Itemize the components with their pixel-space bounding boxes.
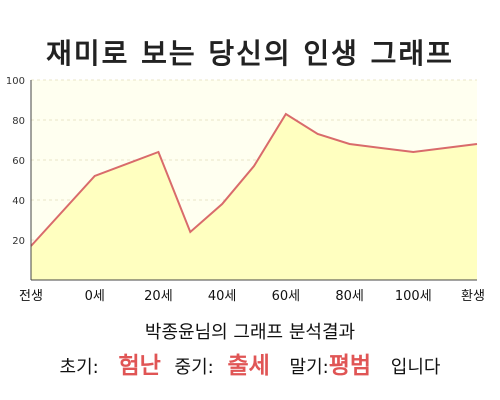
mid-value: 출세 <box>227 353 270 379</box>
analysis-summary: 박종윤님의 그래프 분석결과 <box>144 322 356 343</box>
x-tick-label: 60세 <box>272 289 301 304</box>
mid-label: 중기: <box>174 357 214 378</box>
y-tick-labels: 20 40 60 80 100 <box>6 76 25 247</box>
y-tick-label: 40 <box>12 196 25 207</box>
x-tick-label: 20세 <box>144 289 173 304</box>
x-tick-label: 환생 <box>461 289 485 304</box>
x-tick-label: 80세 <box>335 289 364 304</box>
x-tick-label: 40세 <box>208 289 237 304</box>
early-value: 험난 <box>118 353 161 379</box>
life-area <box>31 114 477 280</box>
x-tick-label: 100세 <box>395 289 432 304</box>
late-value: 평범 <box>328 353 372 379</box>
x-tick-label: 0세 <box>85 289 105 304</box>
x-tick-labels: 전생 0세 20세 40세 60세 80세 100세 환생 <box>19 289 485 304</box>
y-tick-label: 80 <box>12 116 25 127</box>
y-tick-label: 60 <box>12 156 25 167</box>
early-label: 초기: <box>59 357 99 378</box>
life-line <box>30 112 478 247</box>
y-tick-label: 20 <box>12 236 25 247</box>
ending-text: 입니다 <box>390 357 441 378</box>
x-tick-label: 전생 <box>19 289 43 304</box>
y-tick-label: 100 <box>6 76 25 87</box>
life-graph-chart: 20 40 60 80 100 전생 0세 20세 40세 60세 80세 100세 환생 <box>6 76 485 304</box>
page-title: 재미로 보는 당신의 인생 그래프 <box>46 37 454 70</box>
analysis-verdict: 초기: 험난 중기: 출세 말기:평범 입니다 <box>0 346 500 380</box>
late-label: 말기: <box>289 357 329 378</box>
